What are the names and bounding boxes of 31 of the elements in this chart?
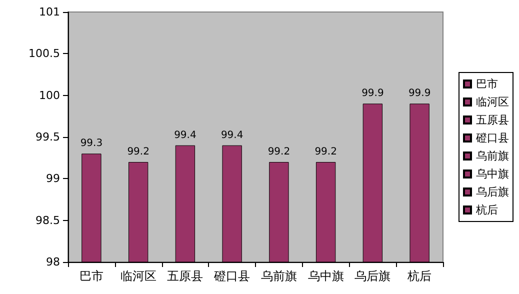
- y-tick-label: 98.5: [36, 214, 60, 227]
- legend-label: 乌中旗: [476, 168, 509, 180]
- x-tick-label: 巴市: [79, 269, 104, 283]
- data-label: 99.2: [314, 146, 337, 158]
- data-label: 99.4: [174, 130, 196, 141]
- x-tick-label: 临河区: [120, 269, 156, 283]
- legend-label: 临河区: [476, 96, 509, 108]
- legend-label: 磴口县: [475, 132, 509, 144]
- x-tick-label: 五原县: [167, 269, 204, 283]
- legend-label: 五原县: [476, 114, 509, 126]
- y-tick-label: 100.5: [28, 47, 60, 60]
- y-tick-label: 98: [46, 256, 60, 268]
- x-tick-label: 磴口县: [213, 269, 250, 283]
- data-label: 99.2: [127, 146, 150, 158]
- legend-label: 巴市: [476, 78, 498, 90]
- y-tick-label: 100: [39, 88, 60, 102]
- x-tick-label: 杭后: [406, 269, 432, 283]
- legend-label: 杭后: [475, 204, 498, 216]
- y-tick-label: 99: [46, 172, 60, 186]
- legend-label: 乌后旗: [476, 186, 509, 198]
- data-label: 99.9: [408, 88, 431, 100]
- data-label: 99.9: [362, 88, 384, 100]
- y-tick-label: 99.5: [36, 130, 60, 144]
- x-tick-label: 乌前旗: [260, 269, 297, 283]
- data-label: 99.2: [268, 146, 290, 158]
- x-tick-label: 乌后旗: [354, 269, 391, 283]
- legend-label: 乌前旗: [476, 150, 509, 162]
- y-tick-label: 101: [39, 6, 60, 18]
- data-label: 99.4: [220, 130, 244, 141]
- x-tick-label: 乌中旗: [308, 269, 344, 283]
- data-label: 99.3: [80, 138, 103, 150]
